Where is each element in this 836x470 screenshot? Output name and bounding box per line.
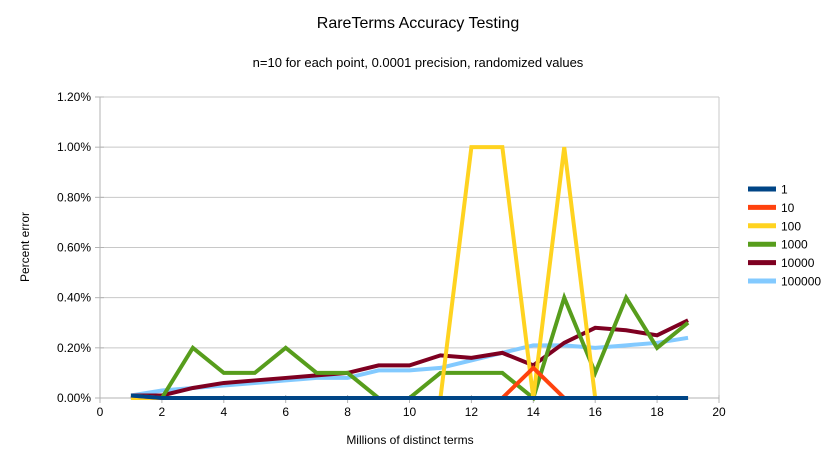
y-tick-label: 0.00%: [57, 391, 91, 405]
legend-label: 100: [781, 219, 801, 233]
y-tick-label: 0.60%: [57, 241, 91, 255]
y-tick-label: 0.80%: [57, 190, 91, 204]
series-line-100: [130, 145, 689, 400]
x-tick-label: 8: [344, 405, 351, 419]
x-tick-label: 10: [403, 405, 417, 419]
legend-item: 1000: [748, 238, 808, 252]
legend-label: 1000: [781, 238, 808, 252]
legend-item: 10: [748, 201, 795, 215]
x-tick-label: 14: [527, 405, 541, 419]
legend: 1 10 100 1000 10000 100000: [748, 183, 821, 289]
y-tick-label: 0.40%: [57, 291, 91, 305]
x-tick-label: 18: [650, 405, 664, 419]
legend-item: 10000: [748, 256, 815, 270]
x-tick-label: 6: [282, 405, 289, 419]
x-tick-label: 0: [97, 405, 104, 419]
y-axis-title: Percent error: [18, 212, 32, 282]
x-tick-label: 2: [159, 405, 166, 419]
x-tick-label: 16: [589, 405, 603, 419]
series-line-1: [130, 393, 689, 400]
grid-layer: [100, 96, 720, 398]
chart-title: RareTerms Accuracy Testing: [317, 15, 519, 32]
series-line-10000: [130, 318, 689, 398]
legend-label: 10000: [781, 256, 815, 270]
legend-item: 1: [748, 183, 788, 197]
legend-label: 10: [781, 201, 795, 215]
x-tick-label: 12: [465, 405, 479, 419]
y-tick-label: 0.20%: [57, 341, 91, 355]
legend-label: 1: [781, 183, 788, 197]
x-axis-title: Millions of distinct terms: [346, 433, 473, 447]
legend-item: 100000: [748, 275, 821, 289]
y-tick-label: 1.20%: [57, 90, 91, 104]
y-tick-label: 1.00%: [57, 140, 91, 154]
series-layer: [130, 145, 690, 402]
series-line-100000: [130, 335, 689, 398]
x-tick-label: 20: [712, 405, 726, 419]
legend-item: 100: [748, 219, 801, 233]
legend-label: 100000: [781, 275, 821, 289]
axis-layer: 0.00% 0.20% 0.40% 0.60% 0.80% 1.00% 1.20% 0 2 4 6 8…: [57, 90, 726, 419]
x-tick-label: 4: [220, 405, 227, 419]
chart-subtitle: n=10 for each point, 0.0001 precision, r…: [253, 55, 584, 70]
